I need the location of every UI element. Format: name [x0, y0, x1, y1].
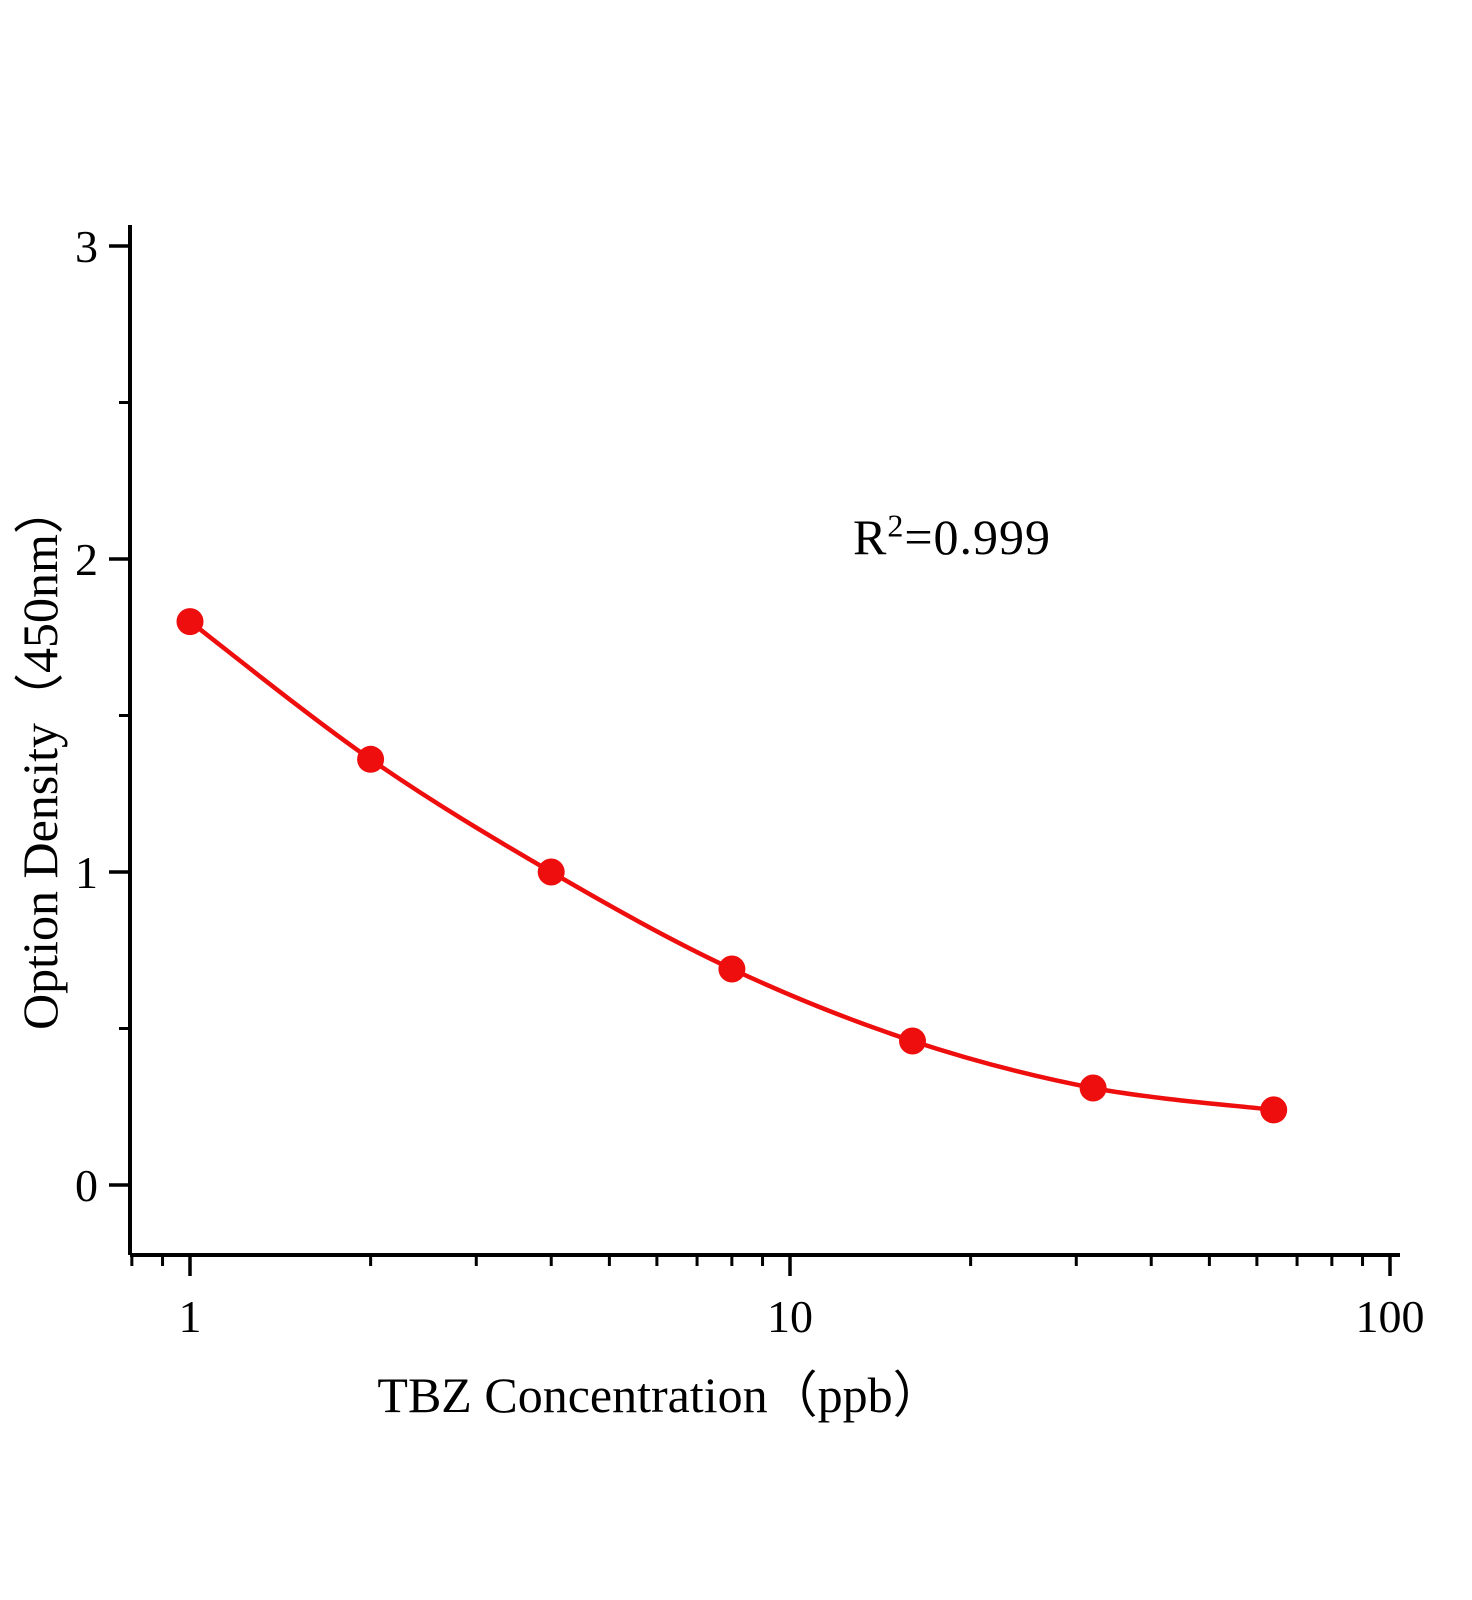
y-tick-label: 0 [75, 1160, 98, 1211]
x-axis-title: TBZ Concentration（ppb） [377, 1367, 943, 1423]
data-point-marker [899, 1027, 926, 1055]
data-point-marker [176, 608, 204, 636]
x-tick-label: 10 [767, 1291, 813, 1342]
y-tick-label: 1 [75, 847, 98, 898]
data-point-marker [537, 858, 565, 886]
r-squared-exponent: 2 [887, 507, 905, 544]
x-axis [130, 1253, 1400, 1276]
y-tick-label: 3 [75, 221, 98, 272]
y-tick-label: 2 [75, 534, 98, 585]
r-squared-value: =0.999 [904, 509, 1052, 565]
data-point-marker [1079, 1074, 1107, 1102]
x-tick-label: 100 [1356, 1291, 1425, 1342]
tick-labels: 1 10 100 0 1 2 3 [75, 221, 1425, 1342]
y-axis [109, 225, 132, 1255]
data-points [176, 608, 1288, 1124]
data-point-marker [718, 955, 746, 983]
standard-curve-line [188, 619, 1274, 1113]
data-point-marker [357, 745, 385, 773]
r-squared-base: R [853, 509, 888, 565]
r-squared-annotation: R2=0.999 [853, 508, 1051, 566]
y-axis-title: Option Density（450nm） [12, 484, 68, 1030]
x-tick-label: 1 [179, 1291, 202, 1342]
data-point-marker [1260, 1096, 1288, 1124]
